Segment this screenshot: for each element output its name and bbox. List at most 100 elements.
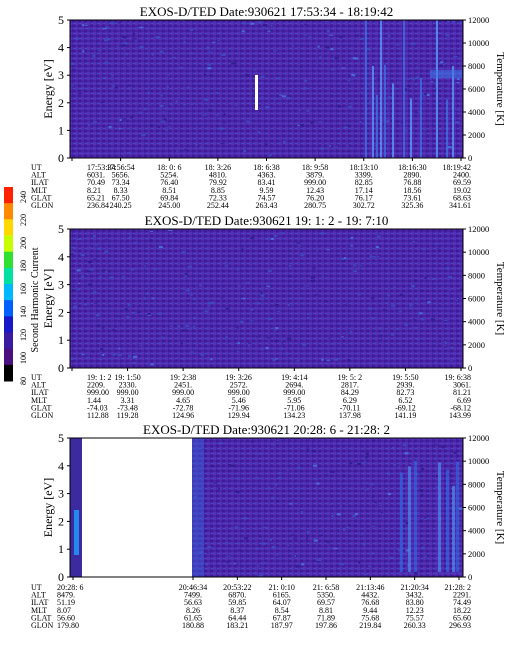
spectrogram-pixel bbox=[239, 320, 244, 323]
colorbar-tick-label: 100 bbox=[19, 352, 28, 364]
table-cell: 20:53:22 bbox=[223, 583, 251, 592]
spectrogram-pixel bbox=[411, 42, 415, 45]
spectrogram-pixel bbox=[311, 276, 315, 279]
colorbar-segment bbox=[4, 348, 13, 366]
table-cell: 3.31 bbox=[121, 396, 135, 405]
spectrogram-pixel bbox=[348, 105, 353, 108]
spectrogram-pixel bbox=[225, 542, 229, 544]
colorbar-tick-label: 120 bbox=[19, 329, 28, 341]
table-row-label: ALT bbox=[31, 381, 46, 390]
spectrogram-pixel bbox=[317, 45, 320, 48]
spectrogram-pixel bbox=[183, 149, 186, 151]
spectrogram-pixel bbox=[158, 246, 163, 249]
spectrogram-pixel bbox=[431, 318, 435, 321]
spectrogram-pixel bbox=[139, 345, 143, 347]
streak-feature bbox=[365, 20, 367, 158]
spectrogram-pixel bbox=[261, 96, 264, 98]
spectrogram-pixel bbox=[220, 143, 225, 145]
spectrogram-pixel bbox=[241, 298, 246, 300]
spectrogram-pixel bbox=[206, 46, 210, 49]
spectrogram-pixel bbox=[227, 464, 231, 465]
spectrogram-pixel bbox=[266, 337, 271, 339]
spectrogram-pixel bbox=[419, 489, 424, 492]
spectrogram-pixel bbox=[352, 514, 357, 517]
spectrogram-pixel bbox=[447, 462, 452, 464]
spectrogram-pixel bbox=[368, 84, 371, 86]
spectrogram-pixel bbox=[234, 526, 238, 529]
spectrogram-pixel bbox=[190, 293, 193, 296]
spectrogram-pixel bbox=[219, 442, 223, 445]
table-cell: -72.78 bbox=[173, 403, 194, 412]
spectrogram-pixel bbox=[326, 540, 330, 543]
table-row-label: MLT bbox=[31, 396, 47, 405]
data-strip-highlight bbox=[74, 510, 79, 555]
spectrogram-pixel bbox=[378, 505, 382, 507]
spectrogram-pixel bbox=[215, 570, 218, 572]
spectrogram-pixel bbox=[82, 50, 85, 53]
y2-tick-label: 6000 bbox=[468, 84, 485, 94]
table-cell: 8.85 bbox=[211, 186, 225, 195]
spectrogram-pixel bbox=[82, 349, 85, 351]
spectrogram-pixel bbox=[262, 27, 266, 29]
spectrogram-pixel bbox=[459, 288, 463, 291]
spectrogram-pixel bbox=[253, 572, 256, 574]
spectrogram-pixel bbox=[185, 324, 190, 327]
spectrogram-pixel bbox=[316, 249, 319, 251]
y2-tick-label: 0 bbox=[468, 153, 472, 163]
spectrogram-pixel bbox=[233, 62, 237, 65]
spectrogram-pixel bbox=[118, 348, 121, 349]
streak-feature bbox=[420, 78, 422, 158]
table-cell: 124.96 bbox=[172, 411, 194, 420]
spectrogram-pixel bbox=[129, 233, 133, 235]
data-strip bbox=[70, 438, 82, 577]
spectrogram-pixel bbox=[448, 276, 452, 278]
table-cell: 17:53:34 bbox=[87, 163, 115, 172]
table-row-label: MLT bbox=[31, 606, 47, 615]
spectrogram-pixel bbox=[154, 268, 158, 270]
spectrogram-pixel bbox=[364, 489, 369, 491]
spectrogram-pixel bbox=[88, 124, 91, 127]
streak-feature bbox=[430, 70, 462, 78]
spectrogram-pixel bbox=[72, 68, 76, 70]
spectrogram-pixel bbox=[306, 530, 310, 533]
table-cell: 79.92 bbox=[209, 178, 227, 187]
spectrogram-pixel bbox=[281, 347, 284, 350]
spectrogram-pixel bbox=[416, 338, 420, 340]
table-cell: 84.29 bbox=[341, 388, 359, 397]
spectrogram-pixel bbox=[404, 88, 407, 91]
table-cell: 5254. bbox=[160, 171, 178, 180]
spectrogram-pixel bbox=[345, 80, 348, 82]
spectrogram-pixel bbox=[275, 329, 277, 331]
spectrogram-pixel bbox=[276, 554, 279, 556]
spectrogram-pixel bbox=[285, 353, 289, 355]
colorbar-tick-label: 140 bbox=[19, 306, 28, 318]
spectrogram-pixel bbox=[176, 359, 179, 361]
spectrogram-pixel bbox=[411, 485, 415, 487]
spectrogram-pixel bbox=[442, 64, 446, 66]
spectrogram-pixel bbox=[346, 150, 350, 152]
table-cell: 18: 0: 6 bbox=[157, 163, 181, 172]
spectrogram-pixel bbox=[453, 452, 457, 454]
spectrogram-pixel bbox=[359, 91, 363, 93]
spectrogram-pixel bbox=[147, 313, 151, 315]
spectrogram-pixel bbox=[224, 132, 228, 134]
spectrogram-pixel bbox=[161, 111, 165, 113]
table-cell: 2939. bbox=[396, 381, 414, 390]
spectrogram-pixel bbox=[393, 464, 397, 466]
spectrogram-pixel bbox=[360, 534, 363, 536]
spectrogram-pixel bbox=[133, 242, 138, 244]
spectrogram-pixel bbox=[418, 520, 423, 522]
spectrogram-pixel bbox=[447, 146, 452, 149]
spectrogram-pixel bbox=[116, 45, 119, 47]
spectrogram-pixel bbox=[190, 53, 194, 54]
table-cell: 3061. bbox=[453, 381, 471, 390]
spectrogram-pixel bbox=[304, 79, 308, 82]
spectrogram-pixel bbox=[180, 126, 183, 128]
spectrogram-pixel bbox=[157, 126, 160, 129]
spectrogram-pixel bbox=[263, 283, 268, 285]
table-cell: 280.75 bbox=[304, 201, 326, 210]
table-cell: 2209. bbox=[87, 381, 105, 390]
spectrogram-pixel bbox=[269, 539, 272, 541]
spectrogram-pixel bbox=[109, 276, 114, 279]
y2-axis-label: Temperature [K] bbox=[494, 262, 505, 335]
